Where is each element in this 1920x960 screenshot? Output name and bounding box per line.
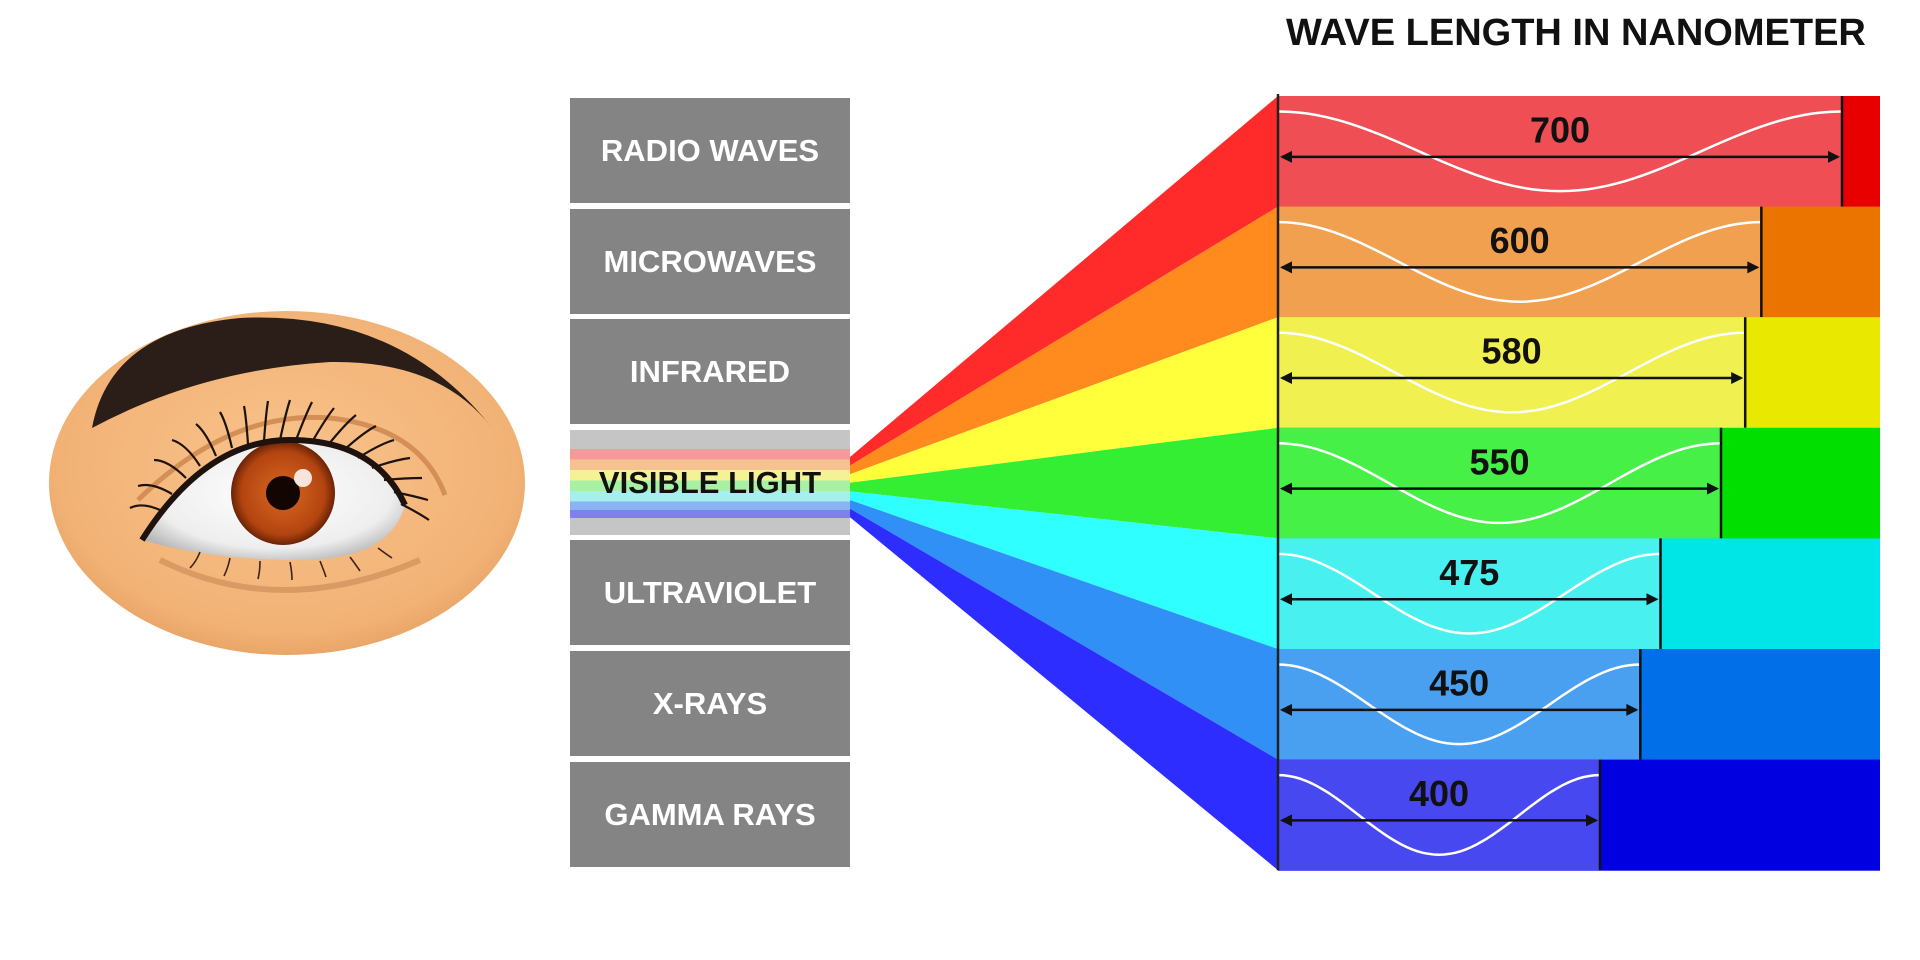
sine-wave xyxy=(1277,663,1641,746)
wavelength-label: 700 xyxy=(1530,109,1590,150)
wavelength-row-600: 600 xyxy=(1277,206,1880,318)
arrow-head-left xyxy=(1280,372,1292,385)
beam-450 xyxy=(850,500,1278,760)
row-fill xyxy=(1278,317,1746,429)
beam-550 xyxy=(850,427,1278,539)
wavelength-label: 600 xyxy=(1490,220,1550,261)
upper-lash-line xyxy=(139,436,408,542)
arrow-head-right xyxy=(1646,593,1659,606)
pupil xyxy=(266,476,300,510)
wavelength-row-550: 550 xyxy=(1277,427,1880,539)
wavelength-label: 550 xyxy=(1469,441,1529,482)
sine-wave xyxy=(1277,331,1746,414)
row-fill xyxy=(1278,96,1842,208)
sine-wave xyxy=(1277,552,1661,635)
arrow-head-right xyxy=(1828,150,1840,163)
wavelength-label: 475 xyxy=(1439,552,1499,593)
eye-illustration xyxy=(49,311,525,655)
eyebrow xyxy=(92,317,492,428)
eye-highlight xyxy=(294,469,312,487)
sine-wave xyxy=(1277,442,1722,525)
eyelashes xyxy=(129,399,430,521)
band-label: GAMMA RAYS xyxy=(604,796,816,832)
wavelength-row-580: 580 xyxy=(1277,317,1880,429)
sine-wave xyxy=(1277,110,1843,193)
band-label: ULTRAVIOLET xyxy=(603,574,817,610)
band-infrared: INFRARED xyxy=(570,319,850,424)
band-label: INFRARED xyxy=(629,353,791,389)
wavelength-row-700: 700 xyxy=(1277,96,1880,208)
light-beams xyxy=(850,96,1278,871)
sine-wave xyxy=(1277,773,1601,856)
wavelength-rows: 700 600 580 550 475 450 400 xyxy=(1276,94,1880,871)
arrow-head-right xyxy=(1707,482,1719,495)
row-fill xyxy=(1278,538,1661,650)
band-ultraviolet: ULTRAVIOLET xyxy=(570,540,850,645)
band-visible-light: VISIBLE LIGHT xyxy=(570,430,850,535)
beam-580 xyxy=(850,317,1278,483)
band-label: X-RAYS xyxy=(652,685,768,721)
row-fill xyxy=(1278,427,1721,539)
row-fill xyxy=(1278,649,1641,761)
arrow-head-right xyxy=(1586,814,1598,827)
band-label: RADIO WAVES xyxy=(600,132,820,168)
band-label: MICROWAVES xyxy=(603,243,817,279)
wavelength-label: 580 xyxy=(1482,331,1542,372)
band-x-rays: X-RAYS xyxy=(570,651,850,756)
lower-lid-shadow xyxy=(158,557,422,593)
band-label: VISIBLE LIGHT xyxy=(598,464,822,500)
beam-600 xyxy=(850,206,1278,475)
wavelength-row-450: 450 xyxy=(1277,649,1880,761)
arrow-head-left xyxy=(1280,814,1292,827)
row-fill xyxy=(1278,759,1600,871)
arrow-head-left xyxy=(1280,703,1292,716)
arrow-head-left xyxy=(1280,150,1292,163)
beam-475 xyxy=(850,491,1278,649)
band-gamma-rays: GAMMA RAYS xyxy=(570,762,850,867)
wavelength-row-475: 475 xyxy=(1277,538,1880,650)
arrow-head-right xyxy=(1626,703,1639,716)
band-microwaves: MICROWAVES xyxy=(570,209,850,314)
arrow-head-right xyxy=(1731,372,1744,385)
wavelength-label: 400 xyxy=(1409,773,1469,814)
beam-700 xyxy=(850,96,1278,466)
sine-wave xyxy=(1277,220,1762,303)
row-fill xyxy=(1278,206,1762,318)
band-radio-waves: RADIO WAVES xyxy=(570,98,850,203)
arrow-head-left xyxy=(1280,482,1292,495)
diagram-title: WAVE LENGTH IN NANOMETER xyxy=(1286,12,1866,54)
arrow-head-left xyxy=(1280,593,1292,606)
beam-400 xyxy=(850,508,1278,871)
wavelength-label: 450 xyxy=(1429,662,1489,703)
arrow-head-right xyxy=(1747,261,1760,274)
arrow-head-left xyxy=(1280,261,1292,274)
wavelength-row-400: 400 xyxy=(1277,759,1880,871)
lower-eyelashes xyxy=(189,547,393,581)
